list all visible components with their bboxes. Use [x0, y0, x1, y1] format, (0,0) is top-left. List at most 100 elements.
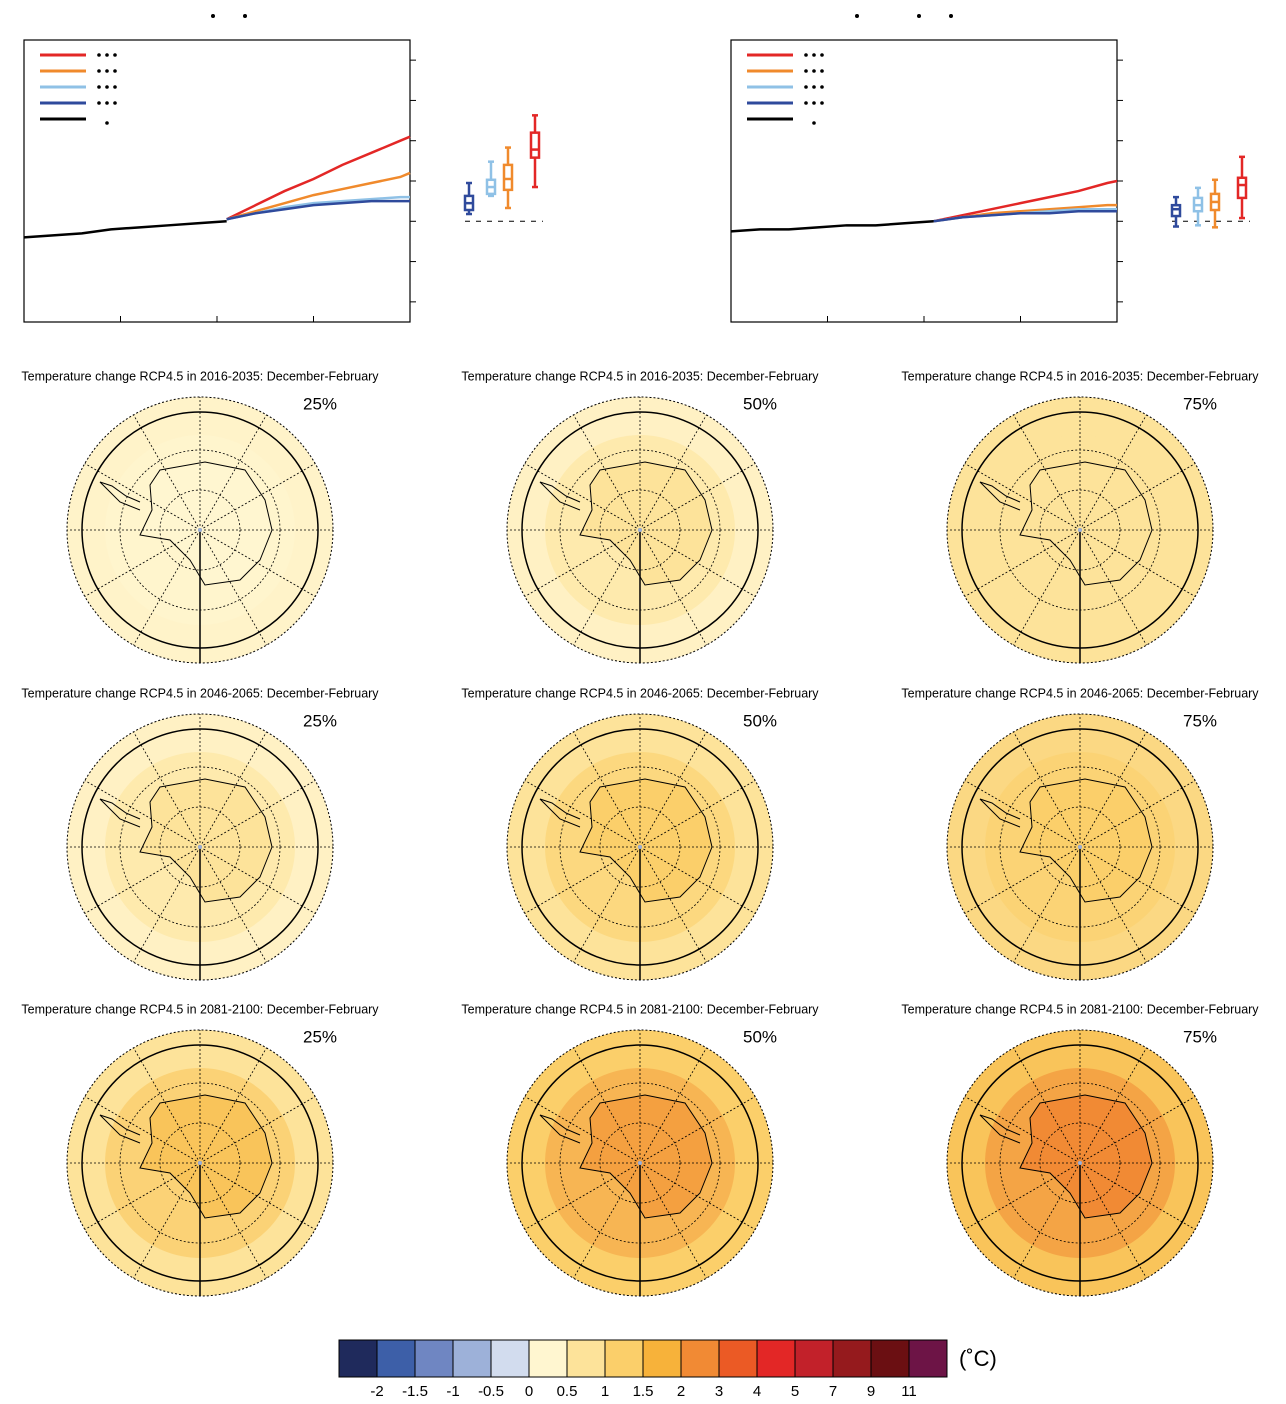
- legend-redacted-dot: [804, 53, 808, 57]
- legend-redacted-dot: [105, 101, 109, 105]
- map-percentile: 25%: [303, 394, 337, 413]
- colorbar-label: 4: [753, 1383, 761, 1400]
- colorbar-label: -2: [370, 1383, 383, 1400]
- boundary-circle: [81, 411, 319, 649]
- legend-redacted-dot: [820, 85, 824, 89]
- colorbar-label: 9: [867, 1383, 875, 1400]
- colorbar-label: 1.5: [633, 1383, 654, 1400]
- map-percentile: 50%: [743, 394, 777, 413]
- map-title: Temperature change RCP4.5 in 2016-2035: …: [901, 369, 1259, 383]
- legend-redacted-dot: [97, 69, 101, 73]
- boundary-circle: [81, 1044, 319, 1282]
- colorbar-label: -1.5: [402, 1383, 428, 1400]
- pole: [638, 1161, 642, 1165]
- box: [529, 131, 541, 159]
- colorbar-bin: [908, 1339, 948, 1378]
- map-percentile: 25%: [303, 1027, 337, 1046]
- antarctica: [579, 1094, 713, 1219]
- colorbar-bin: [642, 1339, 682, 1378]
- colorbar-label: 0.5: [557, 1383, 578, 1400]
- pole: [198, 528, 202, 532]
- redacted-title-dots: [211, 14, 953, 18]
- plot-frame: [23, 39, 411, 323]
- peninsula: [99, 1114, 141, 1144]
- antarctica: [579, 461, 713, 586]
- peninsula: [539, 798, 581, 828]
- pole: [1078, 528, 1082, 532]
- colorbar-label: -1: [446, 1383, 459, 1400]
- legend-redacted-dot: [105, 121, 109, 125]
- legend-redacted-dot: [97, 101, 101, 105]
- legend-redacted-dot: [113, 101, 117, 105]
- peninsula: [979, 798, 1021, 828]
- map-percentile: 75%: [1183, 394, 1217, 413]
- pole: [198, 845, 202, 849]
- peninsula: [99, 481, 141, 511]
- antarctica: [139, 1094, 273, 1219]
- map-percentile: 75%: [1183, 1027, 1217, 1046]
- colorbar-bin: [604, 1339, 644, 1378]
- pole: [198, 1161, 202, 1165]
- colorbar-label: 7: [829, 1383, 837, 1400]
- box: [502, 163, 514, 192]
- legend-redacted-dot: [105, 69, 109, 73]
- colorbar-bin: [490, 1339, 530, 1378]
- box: [1236, 176, 1248, 200]
- map-percentile: 50%: [743, 711, 777, 730]
- legend-redacted-dot: [97, 53, 101, 57]
- box: [1170, 203, 1182, 218]
- boundary-circle: [521, 411, 759, 649]
- pole: [1078, 1161, 1082, 1165]
- peninsula: [979, 481, 1021, 511]
- colorbar-bin: [452, 1339, 492, 1378]
- legend-redacted-dot: [105, 53, 109, 57]
- boundary-circle: [521, 728, 759, 966]
- colorbar-bin: [566, 1339, 606, 1378]
- series-line: [23, 220, 227, 239]
- antarctica: [1019, 1094, 1153, 1219]
- legend-redacted-dot: [113, 53, 117, 57]
- boundary-circle: [961, 728, 1199, 966]
- antarctica: [139, 461, 273, 586]
- map-percentile: 50%: [743, 1027, 777, 1046]
- series-line: [933, 179, 1118, 223]
- boundary-circle: [81, 728, 319, 966]
- legend-redacted-dot: [820, 101, 824, 105]
- colorbar-label: 2: [677, 1383, 685, 1400]
- series-line: [226, 199, 410, 221]
- map-percentile: 25%: [303, 711, 337, 730]
- legend-redacted-dot: [113, 85, 117, 89]
- map-percentile: 75%: [1183, 711, 1217, 730]
- colorbar-label: 1: [601, 1383, 609, 1400]
- plot-frame: [730, 39, 1118, 323]
- map-title: Temperature change RCP4.5 in 2081-2100: …: [21, 1002, 379, 1016]
- colorbar-bin: [870, 1339, 910, 1378]
- colorbar-bin: [376, 1339, 416, 1378]
- colorbar-label: 11: [901, 1383, 917, 1400]
- legend-redacted-dot: [820, 53, 824, 57]
- legend-redacted-dot: [820, 69, 824, 73]
- colorbar-bin: [794, 1339, 834, 1378]
- legend-redacted-dot: [113, 69, 117, 73]
- series-line: [226, 135, 411, 221]
- legend-redacted-dot: [812, 85, 816, 89]
- colorbar-label: -0.5: [478, 1383, 504, 1400]
- map-title: Temperature change RCP4.5 in 2046-2065: …: [901, 686, 1259, 700]
- peninsula: [99, 798, 141, 828]
- map-title: Temperature change RCP4.5 in 2046-2065: …: [461, 686, 819, 700]
- antarctica: [139, 778, 273, 903]
- legend-redacted-dot: [97, 85, 101, 89]
- boundary-circle: [521, 1044, 759, 1282]
- series-line: [730, 220, 934, 233]
- series-line: [226, 171, 411, 221]
- legend-redacted-dot: [804, 69, 808, 73]
- legend-redacted-dot: [812, 53, 816, 57]
- antarctica: [579, 778, 713, 903]
- map-title: Temperature change RCP4.5 in 2081-2100: …: [901, 1002, 1259, 1016]
- legend-redacted-dot: [804, 101, 808, 105]
- colorbar-bin: [832, 1339, 872, 1378]
- pole: [638, 528, 642, 532]
- series-line: [933, 209, 1117, 223]
- peninsula: [979, 1114, 1021, 1144]
